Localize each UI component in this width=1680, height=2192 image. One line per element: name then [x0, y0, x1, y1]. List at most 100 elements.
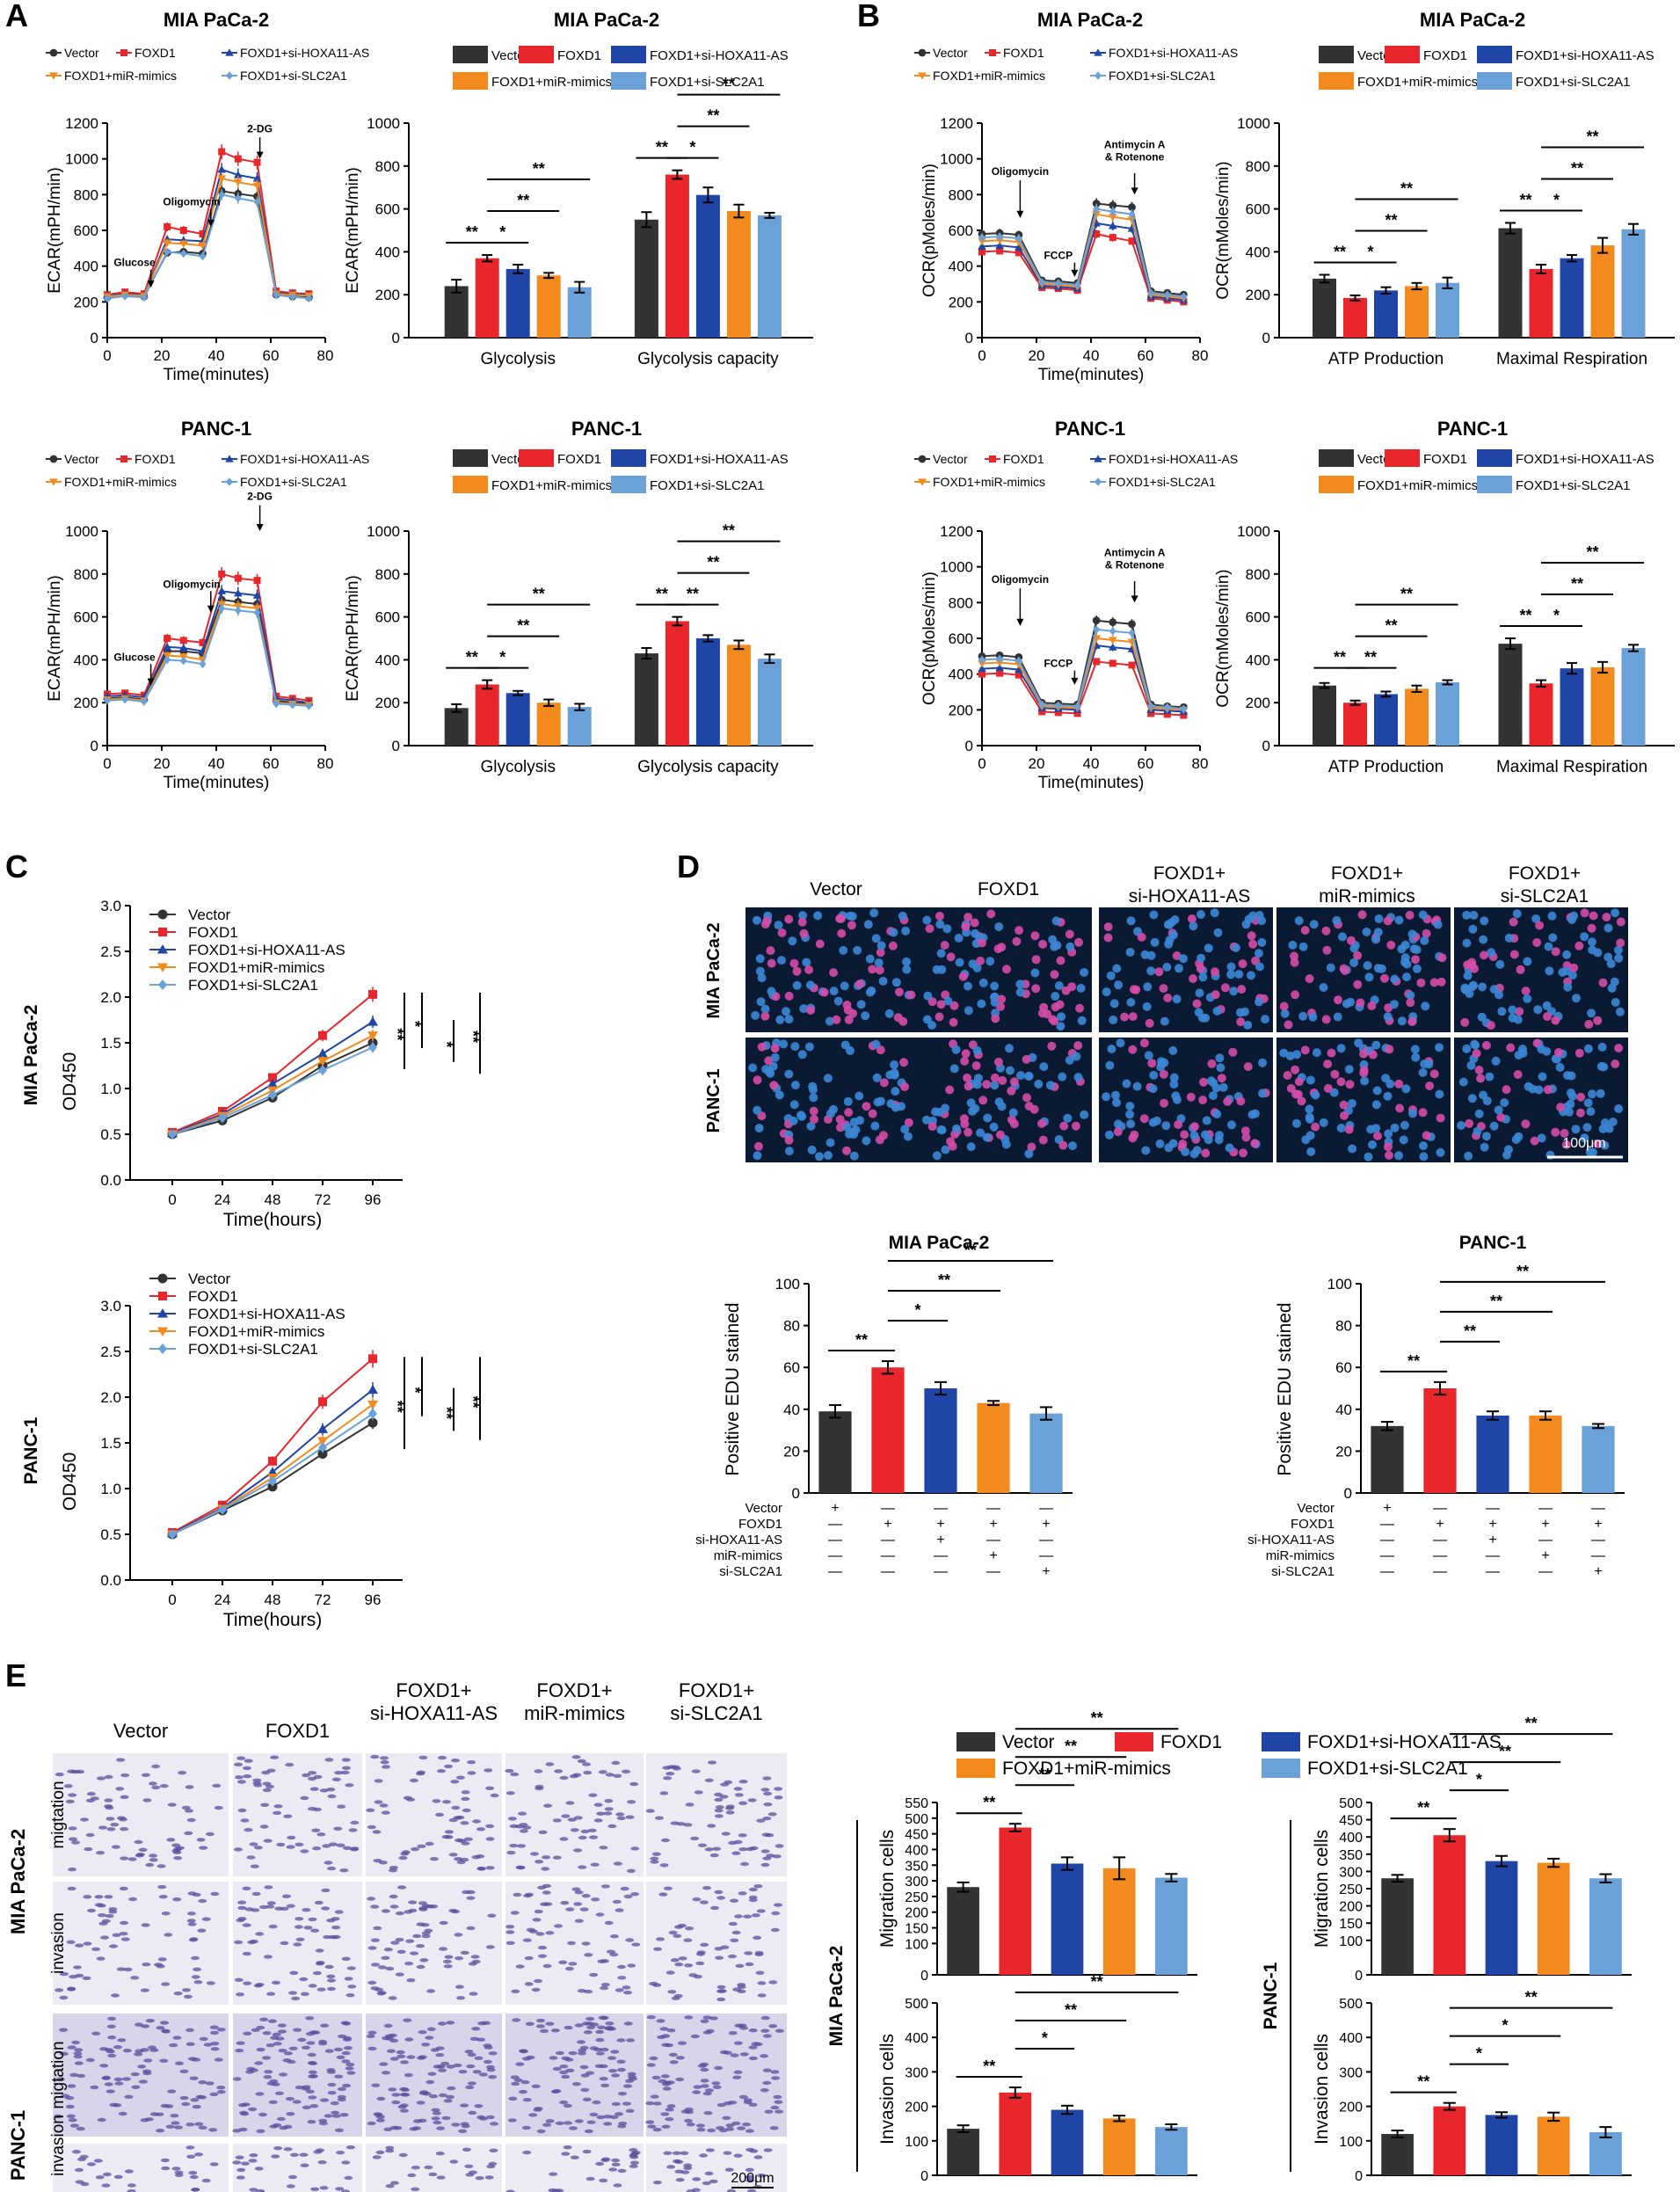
stained-cell	[762, 1817, 772, 1821]
stained-cell	[256, 2025, 265, 2030]
stained-cell	[702, 1886, 711, 1890]
cell-nucleus	[1141, 1146, 1151, 1155]
cell-nucleus	[845, 1129, 854, 1139]
stained-cell	[406, 1797, 415, 1802]
stained-cell	[725, 2127, 735, 2131]
data-point	[234, 588, 243, 597]
data-point	[317, 1057, 328, 1067]
cell-nucleus	[1611, 908, 1620, 918]
image-column-label: FOXD1+	[679, 1679, 754, 1701]
y-axis-label: Migration cells	[877, 1830, 898, 1948]
legend-swatch-marker	[1094, 48, 1102, 56]
injection-label: FCCP	[1044, 250, 1073, 262]
stained-cell	[241, 2102, 251, 2107]
cell-nucleus	[1606, 959, 1616, 969]
stained-cell	[720, 1945, 730, 1949]
cell-nucleus	[1383, 1091, 1393, 1101]
stained-cell	[319, 2186, 329, 2190]
cell-nucleus	[1588, 937, 1596, 947]
stained-cell	[438, 2093, 447, 2098]
stained-cell	[55, 1988, 64, 1992]
condition-mark: —	[934, 1564, 948, 1579]
legend-swatch	[1477, 72, 1512, 90]
stained-cell	[440, 2061, 450, 2066]
stained-cell	[300, 1795, 309, 1801]
x-tick-label: 0	[103, 755, 111, 772]
cell-nucleus	[1528, 1084, 1538, 1094]
cell-nucleus	[1598, 1124, 1608, 1133]
significance-mark: **	[533, 160, 545, 178]
significance-mark: **	[707, 107, 719, 125]
stained-cell	[599, 2077, 608, 2081]
stained-cell	[295, 2085, 304, 2090]
y-tick-label: 200	[375, 287, 400, 303]
stained-cell	[426, 1989, 436, 1993]
stained-cell	[316, 1987, 326, 1992]
data-point	[1054, 279, 1062, 288]
stained-cell	[448, 1853, 458, 1857]
cell-nucleus	[985, 957, 995, 966]
stained-cell	[507, 2118, 517, 2123]
stained-cell	[519, 1829, 528, 1833]
stained-cell	[149, 1858, 158, 1862]
cell-nucleus	[876, 941, 886, 950]
y-axis-label: OCR(mMoles/min)	[1214, 569, 1233, 707]
significance-mark: **	[656, 139, 668, 157]
stained-cell	[608, 2167, 618, 2172]
stained-cell	[375, 2118, 385, 2123]
chart-title: MIA PaCa-2	[554, 9, 659, 31]
stained-cell	[263, 1955, 273, 1959]
data-point	[179, 656, 187, 666]
stained-cell	[618, 2121, 628, 2126]
stained-cell	[104, 2082, 113, 2086]
stained-cell	[490, 2122, 498, 2126]
cell-nucleus	[840, 981, 849, 991]
data-point	[1092, 616, 1101, 625]
stained-cell	[447, 2086, 456, 2091]
y-tick-label: 250	[1339, 1882, 1363, 1897]
stained-cell	[707, 1824, 716, 1828]
stained-cell	[282, 2058, 292, 2063]
x-tick-label: 0	[978, 347, 985, 364]
cell-nucleus	[1283, 1071, 1292, 1080]
stained-cell	[119, 1932, 128, 1936]
category-label: Glycolysis capacity	[637, 350, 779, 368]
cell-nucleus	[784, 1069, 794, 1079]
stained-cell	[754, 1952, 764, 1956]
legend-swatch-marker	[1095, 71, 1102, 80]
cell-nucleus	[1485, 1072, 1495, 1081]
cell-nucleus	[1109, 999, 1119, 1009]
stained-cell	[622, 1769, 631, 1774]
cell-nucleus	[884, 1009, 894, 1018]
stained-cell	[151, 1764, 161, 1769]
legend-swatch	[1477, 449, 1512, 467]
y-tick-label: 500	[905, 1997, 928, 2012]
stained-cell	[733, 2070, 743, 2074]
cell-nucleus	[1073, 1041, 1083, 1051]
y-tick-label: 600	[949, 630, 973, 647]
cell-nucleus	[1400, 1120, 1409, 1130]
category-label: Glycolysis	[480, 758, 556, 776]
cell-nucleus	[1073, 1073, 1083, 1082]
stained-cell	[458, 2070, 468, 2074]
stained-cell	[288, 2046, 298, 2050]
cell-nucleus	[1306, 1147, 1316, 1156]
y-tick-label: 0.0	[100, 1172, 121, 1189]
stained-cell	[418, 2118, 427, 2123]
cell-nucleus	[1384, 1142, 1393, 1152]
stained-cell	[484, 2045, 493, 2050]
data-point	[317, 1437, 328, 1446]
y-tick-label: 400	[949, 259, 973, 275]
cell-nucleus	[807, 1145, 817, 1154]
stained-cell	[762, 2080, 772, 2086]
cell-nucleus	[1015, 987, 1025, 997]
stained-cell	[661, 2124, 671, 2129]
stained-cell	[582, 1762, 592, 1766]
stained-cell	[745, 2129, 754, 2133]
stained-cell	[600, 1884, 610, 1889]
y-tick-label: 60	[783, 1359, 800, 1376]
stained-cell	[120, 1937, 130, 1941]
stained-cell	[650, 2094, 659, 2099]
data-point	[995, 663, 1004, 672]
cell-nucleus	[1538, 1072, 1547, 1081]
